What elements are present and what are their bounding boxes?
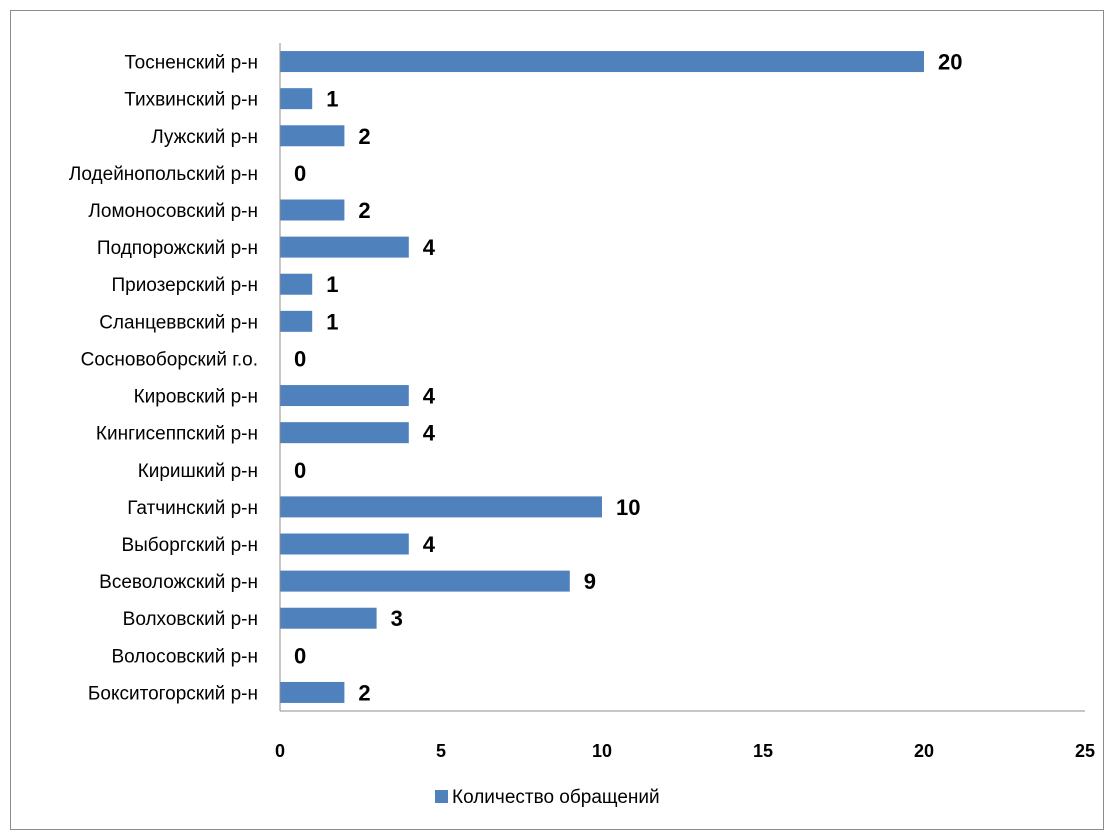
category-label: Всеволожский р-н [99, 572, 258, 593]
bar [280, 681, 345, 703]
data-label: 4 [423, 384, 436, 409]
legend-swatch [435, 790, 448, 803]
data-label: 3 [391, 606, 403, 631]
category-label: Сосновоборский г.о. [81, 349, 258, 370]
bar [280, 533, 409, 555]
category-label: Приозерский р-н [111, 275, 258, 296]
bar [280, 88, 313, 110]
category-label: Киришкий р-н [138, 461, 258, 482]
data-label: 0 [294, 643, 306, 668]
x-tick-labels: 0 5 10 15 20 25 [275, 741, 1095, 761]
bar [280, 496, 602, 518]
x-tick-label: 0 [275, 741, 285, 761]
bar [280, 51, 924, 73]
category-label: Тихвинский р-н [124, 90, 258, 111]
data-label: 0 [294, 458, 306, 483]
data-label: 4 [423, 421, 436, 446]
data-label: 10 [616, 495, 640, 520]
data-label: 2 [358, 680, 370, 705]
chart-frame: Тосненский р-н Тихвинский р-н Лужский р-н Л… [10, 10, 1104, 830]
data-label: 1 [326, 87, 338, 112]
category-label: Кировский р-н [134, 387, 258, 408]
legend-label: Количество обращений [452, 787, 660, 808]
category-label: Гатчинский р-н [127, 498, 258, 519]
category-label: Бокситогорский р-н [88, 683, 258, 704]
category-label: Лужский р-н [151, 127, 258, 148]
data-label: 4 [423, 532, 436, 557]
x-tick-label: 15 [753, 741, 773, 761]
bar [280, 199, 345, 221]
data-label: 1 [326, 272, 338, 297]
legend: Количество обращений [435, 787, 660, 808]
data-label: 9 [584, 569, 596, 594]
bar [280, 236, 409, 258]
category-label: Лодейнопольский р-н [69, 164, 258, 185]
category-labels: Тосненский р-н Тихвинский р-н Лужский р-н Л… [69, 53, 258, 705]
bars-layer [280, 51, 924, 703]
data-label: 2 [358, 198, 370, 223]
bar [280, 273, 313, 295]
category-label: Подпорожский р-н [97, 238, 258, 259]
data-label: 0 [294, 346, 306, 371]
x-tick-label: 20 [914, 741, 934, 761]
bar-chart: Тосненский р-н Тихвинский р-н Лужский р-н Л… [69, 43, 1095, 808]
bar [280, 125, 345, 147]
bar [280, 310, 313, 332]
bar [280, 607, 377, 629]
category-label: Волосовский р-н [111, 646, 258, 667]
bar [280, 570, 570, 592]
bar [280, 385, 409, 407]
category-label: Кингисеппский р-н [96, 424, 258, 445]
x-tick-label: 25 [1075, 741, 1095, 761]
bar [280, 422, 409, 444]
x-tick-label: 10 [592, 741, 612, 761]
data-label: 1 [326, 309, 338, 334]
category-label: Тосненский р-н [125, 53, 258, 74]
category-label: Сланцеввский р-н [99, 312, 258, 333]
x-tick-label: 5 [436, 741, 446, 761]
category-label: Ломоносовский р-н [88, 201, 258, 222]
data-label: 4 [423, 235, 436, 260]
category-label: Волховский р-н [123, 609, 258, 630]
category-label: Выборгский р-н [121, 535, 258, 556]
data-label: 2 [358, 124, 370, 149]
data-label: 20 [938, 50, 962, 75]
data-label: 0 [294, 161, 306, 186]
